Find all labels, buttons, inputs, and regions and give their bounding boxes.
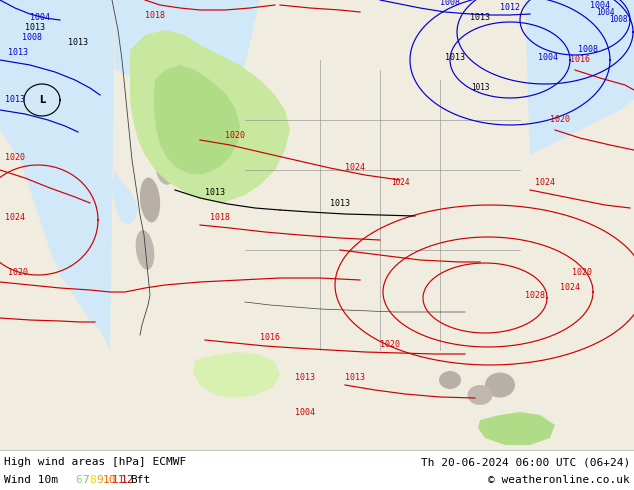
Ellipse shape: [142, 113, 168, 167]
Text: Th 20-06-2024 06:00 UTC (06+24): Th 20-06-2024 06:00 UTC (06+24): [421, 457, 630, 467]
Text: 1004: 1004: [590, 1, 610, 10]
Text: 1024: 1024: [535, 178, 555, 187]
Text: 1013: 1013: [471, 83, 489, 92]
Text: 8: 8: [89, 475, 96, 485]
Text: 1013: 1013: [8, 48, 28, 57]
Text: 1008: 1008: [440, 0, 460, 7]
Text: 1024: 1024: [5, 213, 25, 222]
Text: 1013: 1013: [5, 95, 25, 104]
Text: 1013: 1013: [330, 199, 350, 208]
Ellipse shape: [164, 103, 186, 137]
Polygon shape: [112, 170, 138, 225]
Text: 1016: 1016: [260, 333, 280, 342]
Text: 1020: 1020: [5, 153, 25, 162]
Text: 1020: 1020: [225, 131, 245, 140]
Text: 1004: 1004: [596, 8, 614, 17]
Text: 10: 10: [103, 475, 117, 485]
Text: 1024: 1024: [345, 163, 365, 172]
Text: 1020: 1020: [550, 115, 570, 124]
Text: 12: 12: [121, 475, 134, 485]
Text: Wind 10m: Wind 10m: [4, 475, 58, 485]
Text: 1028: 1028: [525, 291, 545, 300]
Text: 1018: 1018: [210, 213, 230, 222]
Polygon shape: [115, 0, 260, 95]
Polygon shape: [525, 0, 634, 155]
Text: L: L: [39, 95, 45, 105]
Text: High wind areas [hPa] ECMWF: High wind areas [hPa] ECMWF: [4, 457, 186, 467]
Text: 11: 11: [112, 475, 126, 485]
Polygon shape: [193, 352, 280, 398]
Text: 1004: 1004: [30, 13, 50, 22]
Polygon shape: [0, 0, 634, 450]
Ellipse shape: [439, 371, 461, 389]
Polygon shape: [0, 0, 115, 350]
Text: 1013: 1013: [68, 38, 88, 47]
Text: 1013: 1013: [205, 188, 225, 197]
Polygon shape: [478, 412, 555, 445]
Text: 9: 9: [96, 475, 103, 485]
Text: 1008: 1008: [578, 45, 598, 54]
Ellipse shape: [140, 177, 160, 222]
Text: 1020: 1020: [572, 268, 592, 277]
Text: 1016: 1016: [570, 55, 590, 64]
Text: 6: 6: [75, 475, 82, 485]
Text: 1013: 1013: [295, 373, 315, 382]
Ellipse shape: [156, 155, 174, 185]
Text: 1013: 1013: [25, 23, 45, 32]
Ellipse shape: [485, 372, 515, 397]
Text: 1024: 1024: [560, 283, 580, 292]
Text: 1008: 1008: [609, 15, 627, 24]
Text: 1013: 1013: [445, 53, 465, 62]
Text: 1004: 1004: [538, 53, 558, 62]
Text: Bft: Bft: [130, 475, 150, 485]
Text: 1020: 1020: [380, 340, 400, 349]
Text: 1013: 1013: [470, 13, 490, 22]
Text: 1012: 1012: [500, 3, 520, 12]
Text: 7: 7: [82, 475, 89, 485]
Text: 1018: 1018: [145, 11, 165, 20]
Text: 1013: 1013: [345, 373, 365, 382]
Text: 1008: 1008: [22, 33, 42, 42]
Polygon shape: [130, 30, 290, 202]
Text: 1020: 1020: [8, 268, 28, 277]
Ellipse shape: [467, 385, 493, 405]
Polygon shape: [154, 65, 240, 174]
Text: 1004: 1004: [295, 408, 315, 417]
Text: © weatheronline.co.uk: © weatheronline.co.uk: [488, 475, 630, 485]
Text: 1024: 1024: [391, 178, 410, 187]
Ellipse shape: [136, 230, 154, 270]
